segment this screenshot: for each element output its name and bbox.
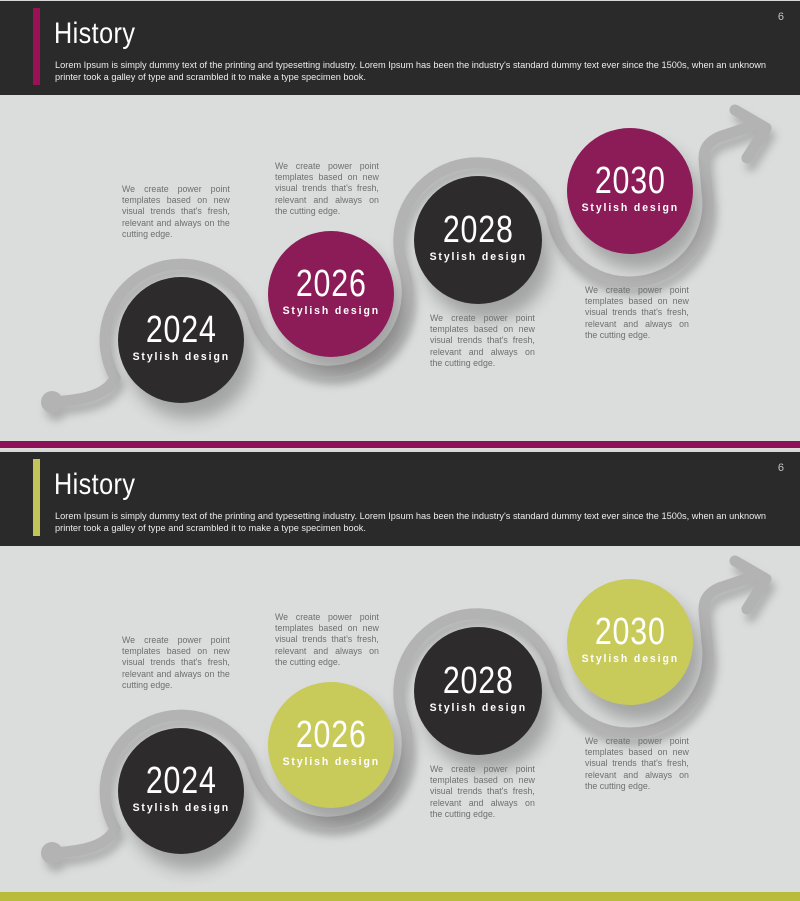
milestone-circle: 2030 Stylish design [567, 128, 693, 254]
milestone-label: Stylish design [429, 701, 527, 714]
milestone-label: Stylish design [581, 201, 679, 214]
milestone-year: 2030 [594, 159, 666, 202]
slide-history-magenta: History Lorem Ipsum is simply dummy text… [0, 0, 800, 450]
milestone-blurb: We create power point templates based on… [585, 736, 689, 791]
timeline-area: 2024 Stylish design We create power poin… [0, 546, 800, 892]
timeline-path [46, 120, 758, 408]
slide-footer-bar [0, 892, 800, 901]
milestone-year: 2028 [442, 659, 514, 702]
milestone-year: 2028 [442, 208, 514, 251]
milestone-year: 2024 [145, 759, 217, 802]
subtitle-line: Lorem Ipsum is simply dummy text of the … [55, 511, 766, 522]
header-accent-bar [33, 8, 40, 85]
slide-subtitle: Lorem Ipsum is simply dummy text of the … [55, 511, 766, 534]
milestone-label: Stylish design [282, 304, 380, 317]
slide-header: History Lorem Ipsum is simply dummy text… [0, 451, 800, 546]
milestone-label: Stylish design [429, 250, 527, 263]
milestone-blurb: We create power point templates based on… [122, 635, 230, 690]
subtitle-line: printer took a galley of type and scramb… [55, 522, 366, 534]
milestone-blurb: We create power point templates based on… [275, 612, 379, 667]
milestone-blurb: We create power point templates based on… [430, 764, 535, 819]
arrow-icon [729, 555, 772, 615]
milestone-blurb: We create power point templates based on… [275, 161, 379, 216]
slide-subtitle: Lorem Ipsum is simply dummy text of the … [55, 60, 766, 83]
milestone-circle: 2026 Stylish design [268, 231, 394, 357]
timeline-graphic [41, 555, 772, 864]
slide-footer-bar [0, 441, 800, 448]
milestone-year: 2030 [594, 610, 666, 653]
timeline-area: 2024 Stylish design We create power poin… [0, 95, 800, 441]
page-title: History [54, 468, 136, 501]
page-title: History [54, 17, 136, 50]
milestone-blurb: We create power point templates based on… [122, 184, 230, 239]
milestone-label: Stylish design [282, 755, 380, 768]
subtitle-line: Lorem Ipsum is simply dummy text of the … [55, 60, 766, 71]
milestone-year: 2026 [295, 262, 367, 305]
slide-history-lime: History Lorem Ipsum is simply dummy text… [0, 450, 800, 901]
arrow-icon [729, 104, 772, 164]
slide-header: History Lorem Ipsum is simply dummy text… [0, 0, 800, 95]
milestone-circle: 2028 Stylish design [414, 176, 542, 304]
milestone-label: Stylish design [132, 350, 230, 363]
milestone-circle: 2030 Stylish design [567, 579, 693, 705]
page-number: 6 [777, 462, 784, 474]
milestone-year: 2024 [145, 308, 217, 351]
milestone-circle: 2024 Stylish design [118, 728, 244, 854]
milestone-circle: 2024 Stylish design [118, 277, 244, 403]
milestone-label: Stylish design [581, 652, 679, 665]
milestone-blurb: We create power point templates based on… [585, 285, 689, 340]
milestone-circle: 2026 Stylish design [268, 682, 394, 808]
milestone-label: Stylish design [132, 801, 230, 814]
timeline-path [46, 571, 758, 859]
timeline-graphic [41, 104, 772, 413]
milestone-blurb: We create power point templates based on… [430, 313, 535, 368]
header-accent-bar [33, 459, 40, 536]
milestone-year: 2026 [295, 713, 367, 756]
milestone-circle: 2028 Stylish design [414, 627, 542, 755]
subtitle-line: printer took a galley of type and scramb… [55, 71, 366, 83]
page-number: 6 [777, 11, 784, 23]
